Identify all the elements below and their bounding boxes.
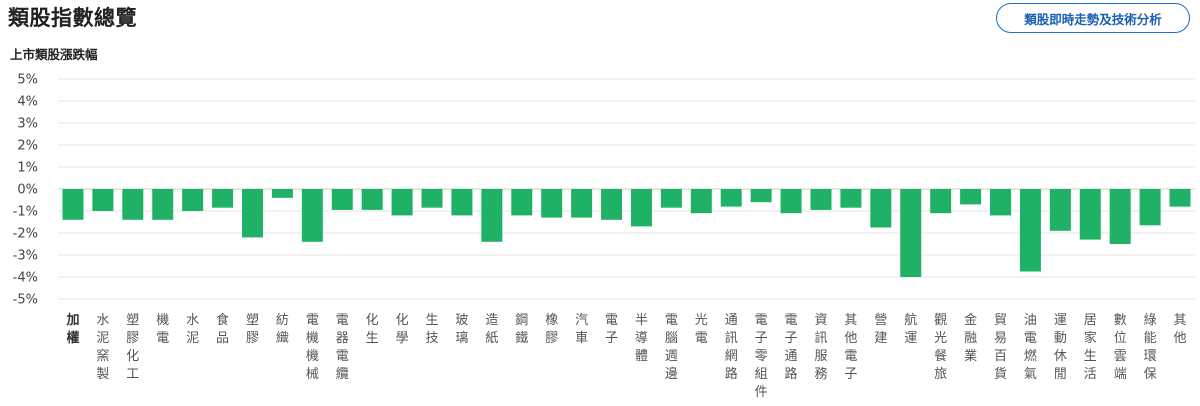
x-tick-label: 塑膠化工 <box>126 313 139 382</box>
x-tick-label: 紡織 <box>276 313 289 346</box>
page-title: 類股指數總覽 <box>8 6 137 30</box>
bar[interactable] <box>930 189 952 214</box>
bar[interactable] <box>690 189 712 214</box>
x-tick-label: 造紙 <box>485 313 498 346</box>
y-tick-label: 3% <box>17 117 38 132</box>
y-tick-label: -1% <box>13 205 38 220</box>
bar[interactable] <box>241 189 263 238</box>
x-tick-label: 營建 <box>874 313 887 346</box>
x-tick-label: 金融業 <box>964 312 977 364</box>
x-tick-label: 電器電纜 <box>336 313 349 382</box>
y-tick-label: 5% <box>17 73 38 88</box>
chart-subtitle: 上市類股漲跌幅 <box>10 47 98 62</box>
x-tick-label: 電腦週邊 <box>665 313 678 382</box>
x-tick-label: 化學 <box>396 313 409 346</box>
y-tick-label: -4% <box>13 271 38 286</box>
bar[interactable] <box>1139 189 1161 226</box>
bar-layer <box>62 189 1191 277</box>
bar[interactable] <box>1079 189 1101 240</box>
y-tick-label: 2% <box>17 139 38 154</box>
bar[interactable] <box>152 189 174 220</box>
bar[interactable] <box>1049 189 1071 231</box>
bar[interactable] <box>630 189 652 227</box>
bar[interactable] <box>780 189 802 214</box>
bar[interactable] <box>511 189 533 216</box>
bar[interactable] <box>750 189 772 203</box>
bar[interactable] <box>1019 189 1041 272</box>
x-tick-label: 水泥 <box>186 313 199 346</box>
x-tick-label: 運動休閒 <box>1054 313 1067 382</box>
bar[interactable] <box>481 189 503 242</box>
x-tick-label: 化生 <box>366 313 379 346</box>
bar[interactable] <box>660 189 682 208</box>
x-tick-label: 電子 <box>605 313 618 346</box>
y-tick-label: -5% <box>13 293 38 308</box>
x-tick-label: 塑膠 <box>246 313 259 346</box>
x-tick-label: 機電 <box>156 313 169 346</box>
x-tick-label: 航運 <box>904 312 917 346</box>
x-tick-label: 其他 <box>1174 313 1187 346</box>
x-tick-label: 橡膠 <box>545 313 558 346</box>
y-tick-label: 0% <box>17 183 38 198</box>
x-tick-label: 通訊網路 <box>725 313 738 382</box>
bar[interactable] <box>301 189 323 242</box>
bar[interactable] <box>122 189 144 220</box>
bar[interactable] <box>451 189 473 216</box>
x-tick-label: 鋼鐵 <box>515 313 528 346</box>
bar[interactable] <box>391 189 413 216</box>
x-tick-label: 油電燃氣 <box>1024 313 1037 382</box>
y-tick-label: -3% <box>13 249 38 264</box>
bar[interactable] <box>182 189 204 211</box>
bar[interactable] <box>541 189 563 218</box>
bar[interactable] <box>62 189 84 220</box>
bar[interactable] <box>331 189 353 210</box>
x-tick-label: 加權 <box>65 313 79 346</box>
x-tick-label: 居家生活 <box>1084 313 1097 382</box>
bar[interactable] <box>900 189 922 277</box>
x-tick-label: 光電 <box>695 313 708 346</box>
bar[interactable] <box>571 189 593 218</box>
sector-analysis-button[interactable]: 類股即時走勢及技術分析 <box>996 3 1190 33</box>
x-tick-label: 汽車 <box>575 313 588 346</box>
x-tick-label: 食品 <box>216 312 229 346</box>
x-tick-label: 數位雲端 <box>1114 313 1127 382</box>
x-tick-label: 生技 <box>426 313 439 346</box>
x-tick-label: 資訊服務 <box>814 313 827 382</box>
bar[interactable] <box>1109 189 1131 244</box>
bar[interactable] <box>810 189 832 210</box>
y-tick-label: -2% <box>13 227 38 242</box>
bar[interactable] <box>990 189 1012 216</box>
bar[interactable] <box>720 189 742 207</box>
x-tick-label: 半導體 <box>635 313 648 364</box>
x-tick-label: 電機機械 <box>306 313 319 382</box>
bar[interactable] <box>212 189 234 208</box>
x-tick-label: 貿易百貨 <box>994 313 1007 382</box>
bar[interactable] <box>271 189 293 198</box>
x-tick-label: 觀光餐旅 <box>934 313 947 382</box>
bar[interactable] <box>840 189 862 208</box>
x-tick-label: 電子通路 <box>785 313 798 382</box>
bar[interactable] <box>1169 189 1191 207</box>
bar[interactable] <box>601 189 623 220</box>
bar[interactable] <box>421 189 443 208</box>
x-tick-label: 水泥窯製 <box>96 313 109 382</box>
y-tick-label: 1% <box>17 161 38 176</box>
x-tick-label: 綠能環保 <box>1144 313 1157 382</box>
x-tick-label: 玻璃 <box>455 313 468 346</box>
bar[interactable] <box>92 189 114 211</box>
bar[interactable] <box>870 189 892 228</box>
y-axis: 5% 4% 3% 2% 1% 0% -1% -2% -3% -4% -5% <box>13 73 38 308</box>
y-tick-label: 4% <box>17 95 38 110</box>
bar[interactable] <box>361 189 383 210</box>
x-tick-label: 其他電子 <box>844 313 857 382</box>
x-tick-label: 電子零組件 <box>755 313 768 400</box>
bar[interactable] <box>960 189 982 205</box>
